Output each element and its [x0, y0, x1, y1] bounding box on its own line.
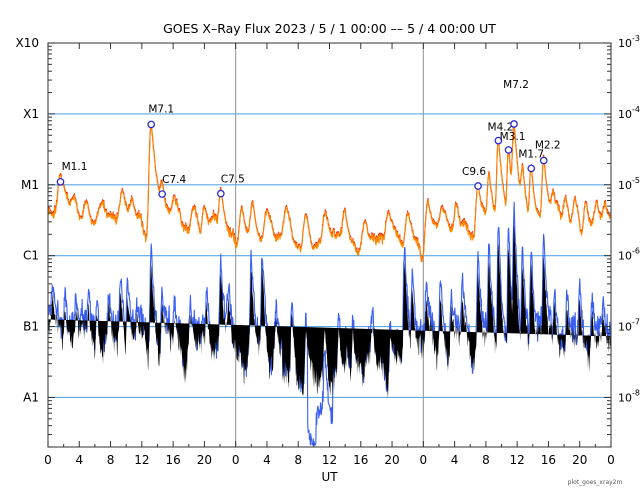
svg-text:-3: -3 [632, 34, 640, 43]
x-axis-title: UT [321, 470, 338, 484]
x-tick-label-0: 0 [44, 453, 52, 467]
flare-marker-m7.2[interactable] [510, 120, 518, 128]
svg-text:-7: -7 [632, 318, 640, 327]
x-tick-label-6: 0 [232, 453, 240, 467]
x-tick-label-14: 8 [482, 453, 490, 467]
x-tick-label-7: 4 [263, 453, 271, 467]
x-tick-label-16: 16 [541, 453, 556, 467]
chart-title: GOES X–Ray Flux 2023 / 5 / 1 00:00 –– 5 … [163, 21, 496, 36]
x-tick-label-1: 4 [75, 453, 83, 467]
x-tick-label-15: 12 [510, 453, 525, 467]
flare-marker-m3.1[interactable] [504, 146, 513, 154]
svg-text:10: 10 [618, 37, 632, 50]
y-label-left-a1: A1 [23, 390, 39, 404]
svg-text:10: 10 [618, 250, 632, 263]
y-label-left-x10: X10 [16, 36, 40, 50]
x-tick-label-10: 16 [353, 453, 368, 467]
x-tick-label-17: 20 [572, 453, 587, 467]
flare-marker-c7.5[interactable] [216, 189, 225, 198]
trace-long-channel-secondary [47, 124, 612, 263]
x-tick-label-5: 20 [197, 453, 212, 467]
x-tick-label-4: 16 [165, 453, 180, 467]
flare-label-c7.4: C7.4 [162, 174, 186, 186]
flare-marker-c9.6[interactable] [474, 182, 482, 190]
flare-label-m1.7: M1.7 [518, 148, 544, 160]
flare-label-m1.1: M1.1 [62, 161, 88, 173]
svg-text:-6: -6 [632, 247, 640, 256]
flare-marker-m1.7[interactable] [527, 164, 536, 173]
svg-text:-8: -8 [632, 388, 640, 397]
x-tick-label-13: 4 [451, 453, 459, 467]
svg-text:10: 10 [618, 391, 632, 404]
plot-watermark: plot_goes_xray2m [568, 479, 623, 486]
flare-label-m4.2: M4.2 [488, 122, 514, 134]
flare-label-m7.1: M7.1 [148, 103, 174, 115]
x-tick-label-9: 12 [322, 453, 337, 467]
y-label-left-m1: M1 [21, 178, 39, 192]
x-tick-label-11: 20 [384, 453, 399, 467]
y-label-left-x1: X1 [23, 107, 39, 121]
flare-marker-m1.1[interactable] [56, 177, 65, 186]
y-label-right-4: 10 -7 [618, 318, 640, 334]
flare-label-m2.2: M2.2 [535, 140, 561, 152]
flare-label-m3.1: M3.1 [500, 131, 526, 143]
x-tick-label-3: 12 [134, 453, 149, 467]
svg-text:-5: -5 [632, 176, 640, 185]
x-tick-label-12: 0 [420, 453, 428, 467]
trace-short-channel-secondary [48, 225, 611, 399]
y-label-right-3: 10 -6 [618, 247, 640, 263]
trace-short-channel [47, 201, 612, 446]
svg-text:10: 10 [618, 108, 632, 121]
y-label-right-2: 10 -5 [618, 176, 640, 192]
svg-text:10: 10 [618, 179, 632, 192]
flare-marker-m4.2[interactable] [494, 136, 503, 145]
svg-text:-4: -4 [632, 105, 640, 114]
flare-marker-c7.4[interactable] [158, 190, 167, 198]
y-label-right-5: 10 -8 [618, 388, 640, 404]
flare-label-m7.2: M7.2 [503, 79, 529, 91]
flare-label-c9.6: C9.6 [462, 166, 486, 178]
svg-text:10: 10 [618, 321, 632, 334]
y-label-right-1: 10 -4 [618, 105, 640, 121]
y-label-left-c1: C1 [23, 249, 39, 263]
x-tick-label-18: 0 [607, 453, 615, 467]
flare-marker-m2.2[interactable] [539, 156, 548, 165]
x-tick-label-2: 8 [107, 453, 115, 467]
flare-label-c7.5: C7.5 [221, 174, 245, 186]
flare-marker-m7.1[interactable] [147, 120, 156, 129]
y-label-left-b1: B1 [23, 320, 39, 334]
y-label-right-0: 10 -3 [618, 34, 640, 50]
x-tick-label-8: 8 [294, 453, 302, 467]
